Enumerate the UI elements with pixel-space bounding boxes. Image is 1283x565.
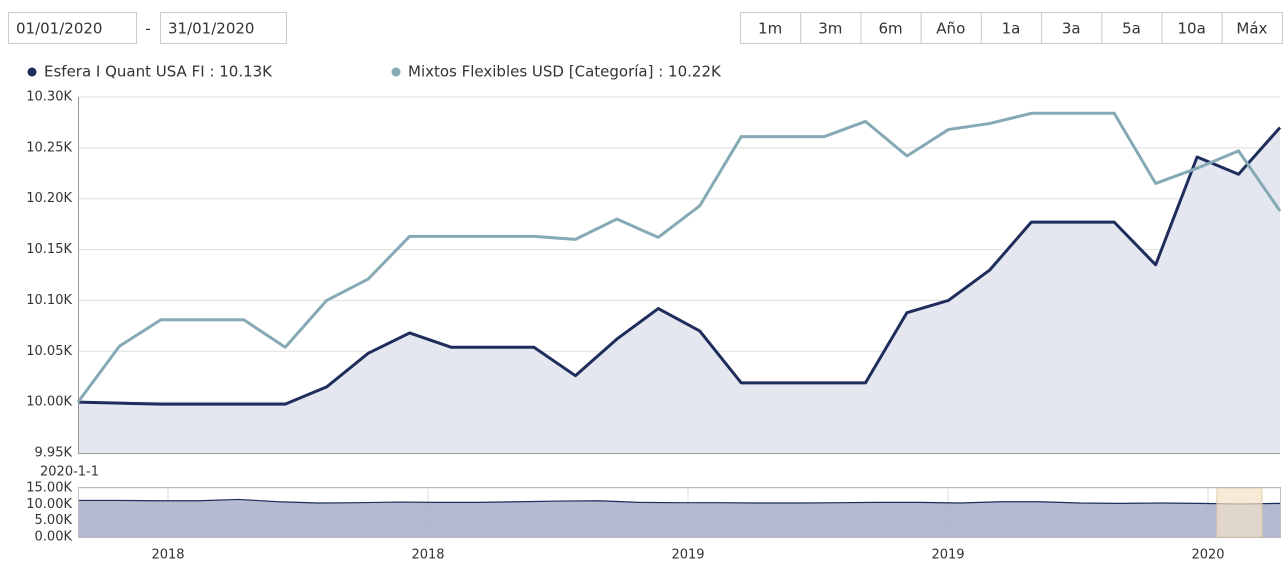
x-tick-label: 2018 xyxy=(411,548,444,563)
series-area xyxy=(78,127,1280,453)
selection-window[interactable] xyxy=(1216,487,1263,538)
y-tick-label: 10.15K xyxy=(26,242,72,257)
range-label: 3m xyxy=(818,20,842,38)
date-to: 31/01/2020 xyxy=(168,20,254,38)
y-tick-label: 10.00K xyxy=(26,497,72,512)
range-label: Máx xyxy=(1236,20,1267,38)
range-button[interactable] xyxy=(740,12,802,44)
navigator-frame xyxy=(78,487,1281,538)
range-label: 10a xyxy=(1178,20,1206,38)
x-tick-label: 2019 xyxy=(671,548,704,563)
range-button[interactable] xyxy=(1041,12,1103,44)
range-label: 6m xyxy=(878,20,902,38)
range-label: 1m xyxy=(758,20,782,38)
range-label: Año xyxy=(936,20,965,38)
range-button[interactable] xyxy=(1101,12,1163,44)
y-tick-label: 10.30K xyxy=(26,90,72,105)
x-tick-label: 2019 xyxy=(931,548,964,563)
range-button[interactable] xyxy=(980,12,1043,44)
range-button[interactable] xyxy=(1161,12,1223,44)
y-tick-label: 10.00K xyxy=(26,395,72,410)
range-label: 1a xyxy=(1002,20,1021,38)
series-line xyxy=(77,126,1282,406)
date-from: 01/01/2020 xyxy=(16,20,102,38)
series-line xyxy=(76,111,1282,404)
x-tick-label: 2020 xyxy=(1191,548,1224,563)
y-tick-label: 10.20K xyxy=(26,191,72,206)
legend-label: Esfera I Quant USA FI : 10.13K xyxy=(44,63,273,81)
legend-marker xyxy=(391,67,401,77)
range-label: 5a xyxy=(1122,20,1141,38)
series-line xyxy=(78,498,1281,505)
y-tick-label: 0.00K xyxy=(35,530,73,545)
range-label: 3a xyxy=(1062,20,1081,38)
series-area xyxy=(78,499,1280,537)
date-from-input[interactable] xyxy=(8,12,137,44)
y-tick-label: 5.00K xyxy=(35,513,73,528)
legend-label: Mixtos Flexibles USD [Categoría] : 10.22… xyxy=(408,63,722,81)
y-tick-label: 10.05K xyxy=(26,344,72,359)
date-to-input[interactable] xyxy=(160,12,287,44)
annotation: 2020-1-1 xyxy=(40,465,99,480)
date-separator: - xyxy=(145,20,150,38)
y-tick-label: 9.95K xyxy=(35,446,73,461)
x-tick-label: 2018 xyxy=(151,548,184,563)
legend-marker xyxy=(27,67,37,77)
y-tick-label: 15.00K xyxy=(26,481,72,496)
y-tick-label: 10.10K xyxy=(26,293,72,308)
y-tick-label: 10.25K xyxy=(26,140,72,155)
range-button[interactable] xyxy=(920,12,982,44)
range-button[interactable] xyxy=(860,12,922,44)
